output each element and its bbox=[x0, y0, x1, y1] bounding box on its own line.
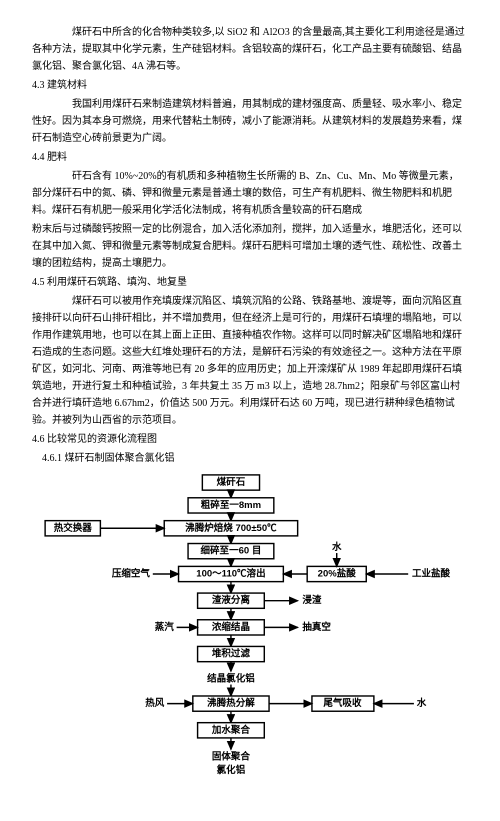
svg-text:水: 水 bbox=[417, 697, 427, 709]
heading-4-3: 4.3 建筑材料 bbox=[32, 77, 468, 94]
svg-text:工业盐酸: 工业盐酸 bbox=[412, 568, 451, 580]
svg-text:浸渣: 浸渣 bbox=[302, 594, 322, 606]
svg-text:浓缩结晶: 浓缩结晶 bbox=[212, 621, 250, 633]
svg-text:氯化铝: 氯化铝 bbox=[217, 764, 246, 776]
intro-para: 煤矸石中所含的化合物种类较多,以 SiO2 和 Al2O3 的含量最高,其主要化… bbox=[32, 24, 468, 75]
svg-text:沸腾热分解: 沸腾热分解 bbox=[207, 697, 255, 709]
para-4-4-2: 粉末后与过磷酸钙按照一定的比例混合，加入活化添加剂，搅拌，加入适量水，堆肥活化，… bbox=[32, 221, 468, 272]
flow-diagram: 煤矸石 粗碎至一8mm 沸腾炉焙烧 700±50℃ 热交换器 细碎至一60 目 … bbox=[32, 473, 468, 797]
svg-text:固体聚合: 固体聚合 bbox=[212, 750, 251, 762]
svg-text:抽真空: 抽真空 bbox=[302, 621, 331, 633]
heading-4-5: 4.5 利用煤矸石筑路、填沟、地复垦 bbox=[32, 274, 468, 291]
svg-text:渣液分离: 渣液分离 bbox=[212, 594, 251, 606]
svg-text:水: 水 bbox=[332, 541, 342, 553]
heading-4-6-1: 4.6.1 煤矸石制固体聚合氯化铝 bbox=[32, 450, 468, 467]
svg-text:100～110℃溶出: 100～110℃溶出 bbox=[196, 568, 265, 580]
para-4-3-1: 我国利用煤矸石来制造建筑材料普遍，用其制成的建材强度高、质量轻、吸水率小、稳定性… bbox=[32, 96, 468, 147]
svg-text:沸腾炉焙烧 700±50℃: 沸腾炉焙烧 700±50℃ bbox=[185, 522, 277, 534]
svg-text:细碎至一60 目: 细碎至一60 目 bbox=[201, 545, 262, 557]
svg-text:加水聚合: 加水聚合 bbox=[211, 724, 251, 736]
svg-text:结晶氯化铝: 结晶氯化铝 bbox=[206, 672, 255, 684]
svg-text:20%盐酸: 20%盐酸 bbox=[318, 568, 357, 580]
svg-text:粗碎至一8mm: 粗碎至一8mm bbox=[201, 499, 261, 511]
svg-text:热风: 热风 bbox=[145, 697, 165, 709]
svg-text:压缩空气: 压缩空气 bbox=[112, 568, 151, 580]
para-4-4-1: 矸石含有 10%~20%的有机质和多种植物生长所需的 B、Zn、Cu、Mn、Mo… bbox=[32, 168, 468, 219]
svg-text:堆积过滤: 堆积过滤 bbox=[212, 648, 251, 660]
heading-4-6: 4.6 比较常见的资源化流程图 bbox=[32, 431, 468, 448]
para-4-5-1: 煤矸石可以被用作充填废煤沉陷区、填筑沉陷的公路、铁路基地、渡堤等，面向沉陷区直接… bbox=[32, 293, 468, 429]
svg-text:煤矸石: 煤矸石 bbox=[217, 476, 246, 488]
svg-text:蒸汽: 蒸汽 bbox=[155, 621, 175, 633]
svg-text:尾气吸收: 尾气吸收 bbox=[322, 697, 362, 709]
heading-4-4: 4.4 肥料 bbox=[32, 149, 468, 166]
svg-text:热交换器: 热交换器 bbox=[54, 522, 93, 534]
